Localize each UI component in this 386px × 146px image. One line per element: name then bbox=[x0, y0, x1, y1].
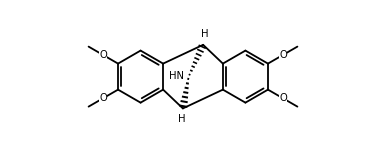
Text: O: O bbox=[99, 50, 107, 60]
Text: O: O bbox=[99, 93, 107, 103]
Text: H: H bbox=[201, 29, 208, 39]
Text: H: H bbox=[178, 114, 185, 124]
Text: O: O bbox=[279, 50, 287, 60]
Text: O: O bbox=[279, 93, 287, 103]
Text: HN: HN bbox=[169, 71, 185, 81]
